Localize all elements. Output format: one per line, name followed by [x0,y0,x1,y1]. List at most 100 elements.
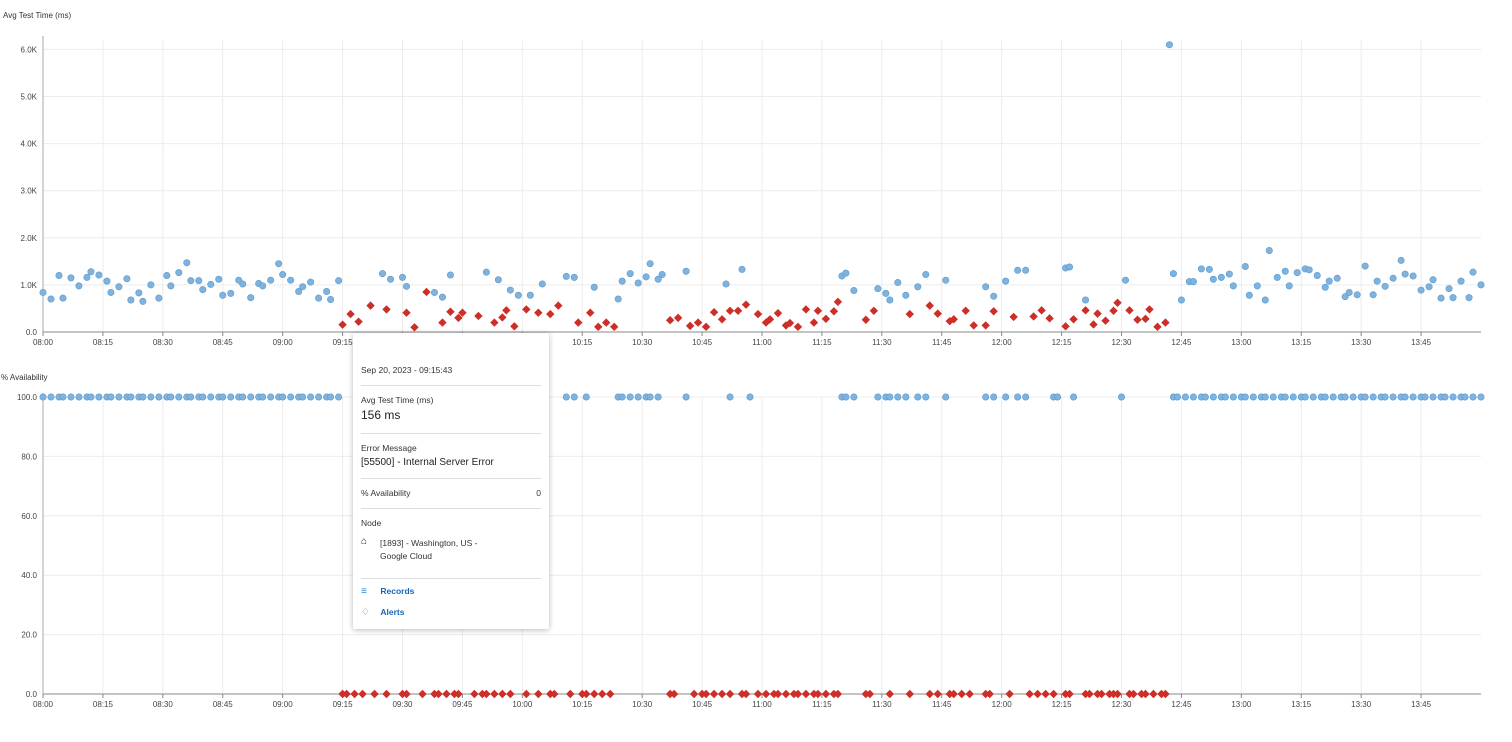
y-tick-label: 3.0K [21,187,38,196]
y-tick-label: 4.0K [21,140,38,149]
data-point-success [379,270,387,278]
data-point-error [709,689,719,699]
data-point-success [922,271,930,279]
data-point-success [315,294,323,302]
data-point-error [606,689,615,699]
data-point-error [498,689,507,699]
data-point-success [1305,266,1313,274]
x-tick-label: 12:00 [992,700,1013,709]
data-point-error [925,301,934,310]
x-tick-label: 09:15 [333,338,354,347]
data-point-success [1341,293,1349,301]
data-point-error [534,308,543,317]
alerts-link[interactable]: ♢ Alerts [361,607,541,618]
data-point-error [582,689,591,699]
data-point-error [1025,689,1034,699]
data-point-error [821,314,831,324]
x-tick-label: 08:15 [93,700,114,709]
data-point-error [1149,689,1158,699]
data-point-success [1273,273,1281,281]
chart-panel-1: % Availability 0.0 20.0 40.0 60.0 80.0 100.0 08… [1,373,1485,709]
data-point-success [682,267,690,275]
records-link-label[interactable]: Records [380,586,415,596]
records-link[interactable]: ≡ Records [361,586,541,597]
data-point-success [646,393,654,401]
data-point-success [147,281,155,289]
data-point-error [773,308,783,318]
chart-panel-0: Avg Test Time (ms) 0.0 1.0K 2.0K 3.0K 4.0K 5.0… [3,11,1485,347]
data-point-success [47,295,55,303]
data-point-success [438,293,446,301]
data-point-error [1093,309,1102,318]
data-point-success [103,277,111,285]
data-point-success [1241,393,1249,401]
data-point-error [382,305,391,314]
data-point-success [127,296,135,304]
data-point-error [801,305,811,314]
data-point-error [490,689,499,699]
data-point-success [95,271,103,279]
alerts-link-label[interactable]: Alerts [380,607,405,617]
data-point-success [614,295,622,303]
data-point-success [618,277,626,285]
data-point-error [594,322,603,332]
data-point-success [1369,393,1377,401]
data-point-success [107,393,115,401]
data-point-error [502,306,511,315]
data-point-error [550,689,559,699]
data-point-success [323,287,331,295]
data-point-success [175,393,183,401]
data-point-success [526,291,534,299]
data-point-success [1229,282,1237,290]
data-point-error [346,309,355,319]
data-point-success [1313,271,1321,279]
data-point-success [163,271,171,279]
y-tick-label: 80.0 [21,452,37,461]
tooltip-divider [361,578,541,579]
data-point-error [1097,689,1106,699]
data-point-error [793,689,803,699]
data-point-error [865,689,875,699]
data-point-success [247,294,255,302]
data-point-error [370,689,379,699]
x-tick-label: 08:30 [153,700,174,709]
x-tick-label: 12:15 [1052,700,1073,709]
x-tick-label: 09:45 [452,700,473,709]
data-point-success [1249,393,1257,401]
data-point-success [139,297,147,305]
data-point-success [207,393,215,401]
x-tick-label: 12:15 [1052,338,1073,347]
data-point-success [295,287,303,295]
data-point-success [726,393,734,401]
data-point-success [562,393,570,401]
y-tick-label: 40.0 [21,571,37,580]
data-point-success [1429,276,1437,284]
data-point-success [1469,268,1477,276]
data-point-error [454,313,463,323]
data-point-success [1289,393,1297,401]
tooltip-availability-row: % Availability 0 [361,488,541,498]
data-point-success [494,276,502,284]
data-point-error [733,306,743,316]
data-point-error [689,689,699,699]
data-point-success [626,270,634,278]
data-point-success [626,393,634,401]
data-point-success [195,277,203,285]
records-icon: ≡ [361,586,367,597]
x-tick-label: 11:15 [812,338,832,347]
data-point-error [1037,306,1046,315]
data-point-error [1033,689,1042,699]
data-point-success [882,289,890,297]
data-point-success [183,259,191,267]
data-point-success [1189,278,1197,286]
data-point-error [965,689,974,699]
data-point-success [1421,393,1429,401]
data-point-success [87,268,95,276]
data-point-error [402,689,411,699]
data-point-success [107,288,115,296]
data-point-error [701,689,711,699]
data-point-success [1169,270,1177,278]
data-point-success [886,393,894,401]
data-point-success [1465,294,1473,302]
data-point-success [1265,247,1273,255]
